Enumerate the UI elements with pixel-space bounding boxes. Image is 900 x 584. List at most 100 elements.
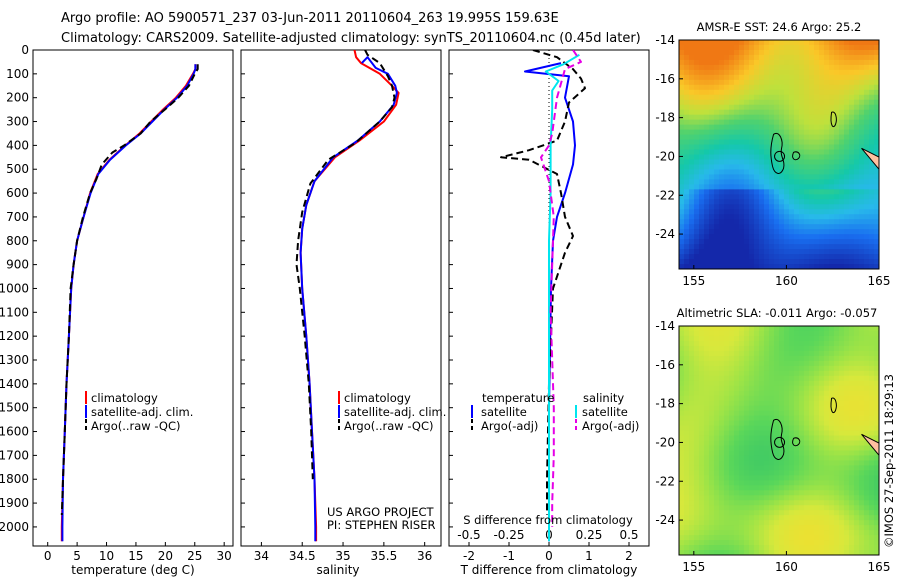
- map-cell: [839, 264, 845, 269]
- map-cell: [814, 79, 820, 86]
- map-cell: [734, 149, 740, 156]
- map-cell: [684, 249, 690, 255]
- map-cell: [824, 480, 830, 486]
- map-cell: [689, 405, 695, 412]
- map-cell: [799, 495, 805, 501]
- map-cell: [749, 159, 755, 166]
- map-cell: [784, 40, 790, 46]
- map-cell: [789, 385, 795, 392]
- map-cell: [824, 440, 830, 447]
- map-cell: [844, 239, 850, 245]
- map-cell: [874, 59, 879, 66]
- map-cell: [699, 535, 705, 541]
- map-cell: [729, 525, 735, 531]
- map-cell: [749, 440, 755, 447]
- map-cell: [804, 465, 810, 471]
- map-cell: [819, 69, 825, 76]
- map-cell: [824, 326, 830, 332]
- map-cell: [799, 460, 805, 466]
- map-cell: [709, 430, 715, 437]
- map-cell: [739, 239, 745, 245]
- map-cell: [829, 485, 835, 491]
- map-cell: [854, 435, 860, 442]
- salinity-tick-label: 34: [254, 549, 269, 563]
- map-cell: [864, 219, 870, 225]
- map-cell: [839, 470, 845, 476]
- map-cell: [844, 335, 850, 342]
- map-cell: [709, 425, 715, 432]
- map-cell: [689, 179, 695, 185]
- map-cell: [849, 54, 855, 61]
- map-cell: [819, 234, 825, 240]
- map-cell: [779, 395, 785, 402]
- map-cell: [824, 89, 830, 96]
- map-cell: [834, 179, 840, 185]
- map-cell: [719, 480, 725, 486]
- map-cell: [759, 59, 765, 66]
- map-cell: [839, 144, 845, 151]
- map-cell: [789, 114, 795, 121]
- map-cell: [789, 194, 795, 200]
- map-cell: [789, 370, 795, 377]
- map-cell: [709, 350, 715, 357]
- map-cell: [684, 229, 690, 235]
- map-cell: [869, 229, 875, 235]
- map-cell: [819, 94, 825, 101]
- map-cell: [754, 540, 760, 546]
- map-cell: [824, 410, 830, 417]
- map-cell: [744, 174, 750, 180]
- map-cell: [759, 44, 765, 51]
- map-cell: [809, 164, 815, 171]
- map-cell: [854, 74, 860, 81]
- map-cell: [834, 360, 840, 367]
- map-cell: [764, 505, 770, 511]
- map-cell: [799, 330, 805, 337]
- map-cell: [864, 430, 870, 437]
- map-cell: [689, 89, 695, 96]
- map-cell: [804, 69, 810, 76]
- map-cell: [849, 84, 855, 91]
- map-cell: [869, 199, 875, 205]
- map-cell: [834, 234, 840, 240]
- map-cell: [859, 530, 865, 536]
- map-cell: [809, 370, 815, 377]
- map-cell: [749, 44, 755, 51]
- map-cell: [699, 495, 705, 501]
- map-cell: [784, 365, 790, 372]
- map-cell: [864, 139, 870, 146]
- map-cell: [874, 455, 879, 462]
- map-cell: [744, 209, 750, 215]
- map-cell: [814, 365, 820, 372]
- map-cell: [854, 154, 860, 161]
- map-cell: [709, 545, 715, 551]
- map-cell: [809, 445, 815, 452]
- map-cell: [774, 239, 780, 245]
- map-cell: [864, 229, 870, 235]
- map-cell: [864, 164, 870, 171]
- map-cell: [799, 510, 805, 516]
- map-cell: [759, 550, 765, 555]
- map-cell: [864, 159, 870, 166]
- map-cell: [804, 370, 810, 377]
- map-cell: [874, 214, 879, 220]
- map-cell: [679, 74, 685, 81]
- map-cell: [874, 69, 879, 76]
- map-cell: [859, 259, 865, 265]
- map-cell: [829, 326, 835, 332]
- map-cell: [784, 525, 790, 531]
- map-cell: [724, 365, 730, 372]
- map-cell: [789, 144, 795, 151]
- map-cell: [874, 365, 879, 372]
- map-cell: [709, 69, 715, 76]
- map-cell: [744, 159, 750, 166]
- map-cell: [749, 229, 755, 235]
- map-cell: [724, 94, 730, 101]
- map-cell: [769, 365, 775, 372]
- map-cell: [684, 49, 690, 56]
- map-cell: [709, 540, 715, 546]
- map-cell: [829, 49, 835, 56]
- series-satellite-adj-clim: [61, 64, 197, 542]
- map-cell: [719, 204, 725, 210]
- map-cell: [764, 360, 770, 367]
- map-cell: [864, 490, 870, 496]
